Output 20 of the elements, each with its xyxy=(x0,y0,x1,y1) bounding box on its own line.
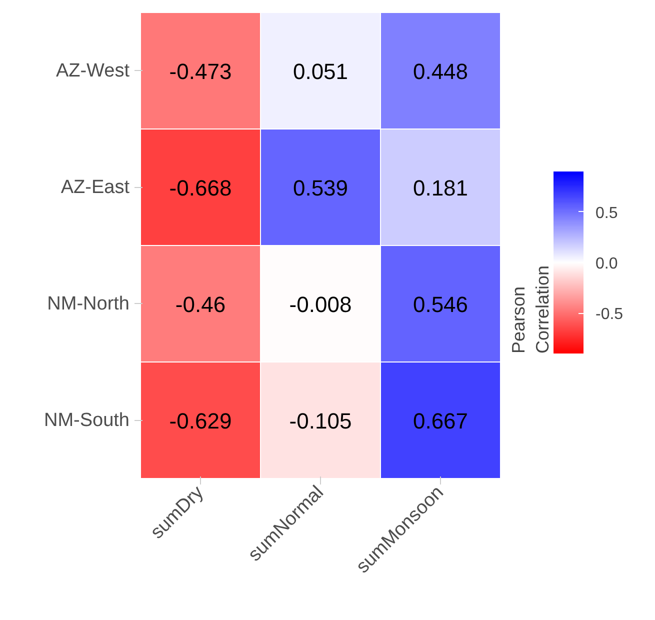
data-label: -0.668 xyxy=(169,175,232,200)
y-tick-label: AZ-West xyxy=(56,60,130,82)
data-label: 0.539 xyxy=(292,175,348,200)
color-bar-label: -0.5 xyxy=(596,306,624,324)
data-label: 0.051 xyxy=(292,58,348,84)
data-label: -0.105 xyxy=(289,408,352,434)
data-label: -0.473 xyxy=(169,58,232,84)
data-label: -0.629 xyxy=(169,408,232,434)
y-tick-label: NM-North xyxy=(47,293,130,314)
data-label: 0.181 xyxy=(412,175,468,200)
data-label: -0.008 xyxy=(289,292,352,317)
y-tick-label: NM-South xyxy=(44,410,130,431)
color-bar-label: 0.5 xyxy=(596,204,618,222)
data-label: 0.667 xyxy=(412,408,468,434)
data-label: 0.448 xyxy=(412,58,468,84)
y-tick-label: AZ-East xyxy=(60,176,130,198)
color-bar-title: Pearson Correlation xyxy=(508,265,552,354)
data-label: 0.546 xyxy=(412,292,468,317)
color-bar-label: 0.0 xyxy=(596,256,618,272)
data-label: -0.46 xyxy=(175,292,226,317)
